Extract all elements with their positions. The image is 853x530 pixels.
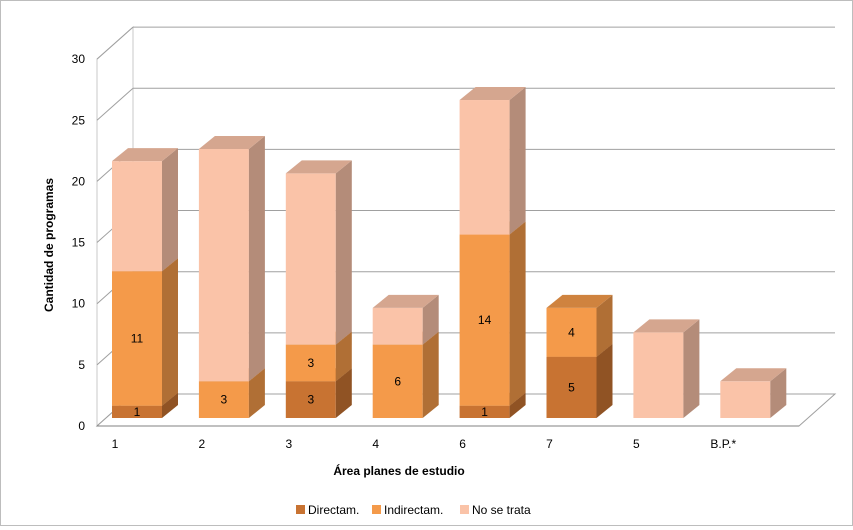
data-label: 4 xyxy=(568,325,575,339)
legend-label: No se trata xyxy=(472,503,531,517)
bar-segment-side xyxy=(683,319,700,418)
bar-segment-top xyxy=(546,294,613,308)
y-tick-label: 5 xyxy=(78,358,85,372)
bar-segment-side xyxy=(509,392,526,418)
bar-segment xyxy=(112,405,162,418)
bar-segment-side xyxy=(770,368,787,418)
bar-segment-side xyxy=(422,294,439,345)
gridline-side-6 xyxy=(96,26,134,60)
bar-stack-2 xyxy=(198,135,265,418)
y-tick-label: 10 xyxy=(72,297,86,311)
bars xyxy=(112,87,787,418)
data-label: 1 xyxy=(481,405,488,419)
bar-segment-side xyxy=(248,368,265,418)
bar-segment-side xyxy=(596,294,613,357)
bar-segment xyxy=(546,307,597,357)
bar-stack-7 xyxy=(546,294,613,418)
y-tick-label: 25 xyxy=(72,113,86,127)
bar-segment xyxy=(720,381,771,418)
bar-segment xyxy=(285,344,336,382)
bar-segment xyxy=(198,148,249,382)
bar-stack-3 xyxy=(285,160,352,418)
bar-segment xyxy=(285,381,336,418)
bar-segment xyxy=(112,161,162,272)
data-label: 14 xyxy=(478,313,492,327)
y-tick-label: 30 xyxy=(72,52,86,66)
legend-swatch xyxy=(372,505,381,514)
bar-segment-top xyxy=(372,294,439,308)
x-axis-ticks: 1 2 3 4 6 7 5 B.P.* xyxy=(112,437,737,451)
x-tick-label: 3 xyxy=(285,437,292,451)
bar-segment-side xyxy=(335,331,352,382)
x-tick-label: 2 xyxy=(199,437,206,451)
bar-segment-top xyxy=(459,87,526,101)
bar-segment xyxy=(459,405,510,418)
bar-segment-top xyxy=(720,368,787,382)
bar-stack-B.P.* xyxy=(720,368,787,418)
x-tick-label: 5 xyxy=(633,437,640,451)
gridline-side-5 xyxy=(96,87,134,121)
legend-swatch xyxy=(296,505,305,514)
bar-stack-5 xyxy=(633,319,700,418)
x-tick-label: B.P.* xyxy=(710,437,736,451)
bar-segment-side xyxy=(162,258,178,406)
bar-segment-side xyxy=(335,160,352,345)
bar-segment-side xyxy=(162,392,178,418)
data-label: 11 xyxy=(131,332,144,346)
legend-swatch xyxy=(460,505,469,514)
x-tick-label: 7 xyxy=(546,437,553,451)
y-axis-ticks: 0 5 10 15 20 25 30 xyxy=(72,52,86,433)
bar-segment-side xyxy=(248,135,265,382)
bar-stack-4 xyxy=(372,294,439,418)
data-label: 5 xyxy=(568,380,575,394)
data-label: 3 xyxy=(307,356,314,370)
bar-segment xyxy=(372,344,423,418)
legend: Directam. Indirectam. No se trata xyxy=(296,503,531,517)
bar-segment xyxy=(198,381,249,418)
bar-segment xyxy=(546,356,597,418)
y-tick-label: 15 xyxy=(72,236,86,250)
bar-segment-top xyxy=(112,148,178,162)
bar-segment-top xyxy=(633,319,700,333)
bar-segment-top xyxy=(285,160,352,174)
legend-label: Indirectam. xyxy=(384,503,443,517)
bar-segment-side xyxy=(335,368,352,418)
bar-segment xyxy=(459,100,510,235)
bar-segment-side xyxy=(422,331,439,418)
data-label: 3 xyxy=(307,393,314,407)
data-label: 1 xyxy=(134,405,141,419)
x-tick-label: 6 xyxy=(459,437,466,451)
x-tick-label: 4 xyxy=(372,437,379,451)
y-axis-title: Cantidad de programas xyxy=(42,178,56,312)
bar-segment xyxy=(372,307,423,345)
bar-segment-side xyxy=(162,148,178,272)
data-label: 3 xyxy=(221,393,228,407)
bar-segment xyxy=(285,173,336,345)
bar-segment xyxy=(633,332,684,418)
bar-stack-6 xyxy=(459,87,526,418)
bar-segment-top xyxy=(198,135,265,149)
y-tick-label: 0 xyxy=(78,419,85,433)
bar-segment-side xyxy=(509,221,526,406)
bar-segment-side xyxy=(596,343,613,418)
x-axis-title: Área planes de estudio xyxy=(333,463,464,478)
bar-stack-1 xyxy=(112,148,178,418)
bar-segment xyxy=(112,271,162,406)
x-tick-label: 1 xyxy=(112,437,119,451)
data-label: 6 xyxy=(394,374,401,388)
bar-segment-side xyxy=(509,87,526,235)
bar-segment xyxy=(459,234,510,406)
legend-label: Directam. xyxy=(308,503,359,517)
y-tick-label: 20 xyxy=(72,174,86,188)
